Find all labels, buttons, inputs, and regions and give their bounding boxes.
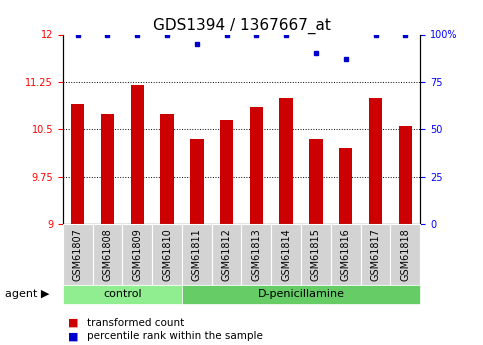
Bar xyxy=(160,114,174,224)
Bar xyxy=(369,98,382,224)
Text: GSM61815: GSM61815 xyxy=(311,228,321,281)
Text: GSM61814: GSM61814 xyxy=(281,228,291,281)
Text: GSM61812: GSM61812 xyxy=(222,228,232,281)
Text: percentile rank within the sample: percentile rank within the sample xyxy=(87,332,263,341)
Bar xyxy=(280,98,293,224)
Bar xyxy=(220,120,233,224)
Bar xyxy=(309,139,323,224)
Text: GSM61817: GSM61817 xyxy=(370,228,381,281)
Text: GSM61807: GSM61807 xyxy=(72,228,83,281)
Text: GSM61813: GSM61813 xyxy=(251,228,261,281)
Title: GDS1394 / 1367667_at: GDS1394 / 1367667_at xyxy=(153,18,330,34)
Text: agent ▶: agent ▶ xyxy=(5,289,49,299)
Text: GSM61811: GSM61811 xyxy=(192,228,202,281)
Bar xyxy=(71,104,85,224)
Bar xyxy=(130,85,144,224)
Text: transformed count: transformed count xyxy=(87,318,184,327)
Text: GSM61810: GSM61810 xyxy=(162,228,172,281)
Bar xyxy=(339,148,353,224)
Text: control: control xyxy=(103,289,142,299)
Bar xyxy=(190,139,203,224)
Bar xyxy=(250,107,263,224)
Text: ■: ■ xyxy=(68,332,78,341)
Text: GSM61809: GSM61809 xyxy=(132,228,142,281)
Text: GSM61808: GSM61808 xyxy=(102,228,113,281)
Bar xyxy=(398,126,412,224)
Text: D-penicillamine: D-penicillamine xyxy=(257,289,344,299)
Text: GSM61816: GSM61816 xyxy=(341,228,351,281)
Text: ■: ■ xyxy=(68,318,78,327)
Text: GSM61818: GSM61818 xyxy=(400,228,411,281)
Bar xyxy=(101,114,114,224)
